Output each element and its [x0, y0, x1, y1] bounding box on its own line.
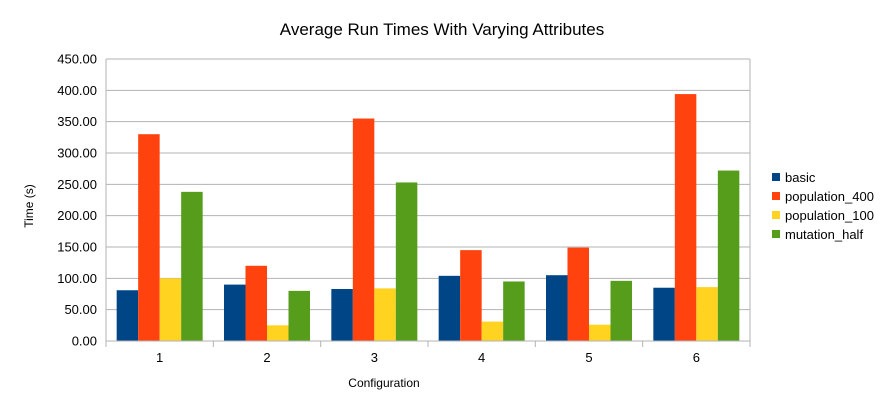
bar-population_400-3 [352, 118, 375, 342]
bar-basic-2 [224, 284, 246, 341]
legend-label-population_100: population_100 [785, 208, 874, 223]
x-tick-label: 4 [478, 350, 485, 365]
bar-mutation_half-5 [610, 280, 632, 341]
y-tick-label: 200.00 [57, 208, 97, 223]
y-tick-label: 400.00 [57, 83, 97, 98]
y-tick-label: 300.00 [57, 146, 97, 161]
bar-population_100-1 [159, 278, 182, 341]
y-tick-label: 350.00 [57, 114, 97, 129]
bar-population_100-4 [481, 321, 504, 341]
bar-population_100-5 [589, 324, 611, 341]
gridlines [106, 58, 750, 342]
bar-basic-5 [546, 275, 568, 341]
bar-population_100-2 [267, 325, 289, 341]
y-tick-label: 150.00 [57, 240, 97, 255]
x-tick-labels: 1 2 3 4 5 6 [156, 350, 700, 365]
y-tick-labels: 0.00 50.00 100.00 150.00 200.00 250.00 300.00 3… [57, 52, 97, 349]
x-tick-label: 6 [693, 350, 700, 365]
legend-label-population_400: population_400 [785, 189, 874, 204]
bar-population_100-3 [374, 288, 396, 341]
bar-mutation_half-2 [288, 290, 310, 341]
bar-basic-1 [116, 290, 139, 341]
bar-basic-4 [438, 275, 461, 341]
x-tick-label: 5 [585, 350, 592, 365]
y-tick-label: 50.00 [64, 302, 97, 317]
legend-swatch-population_100 [772, 211, 780, 219]
bar-population_400-6 [674, 94, 697, 342]
legend-swatch-population_400 [772, 192, 780, 200]
bar-basic-3 [331, 288, 353, 341]
legend-swatch-basic [772, 173, 780, 181]
y-axis-label: Time (s) [22, 184, 36, 228]
y-tick-label: 0.00 [72, 334, 97, 349]
axes [105, 59, 751, 347]
bar-mutation_half-6 [717, 170, 740, 341]
chart-title: Average Run Times With Varying Attribute… [280, 20, 604, 39]
x-axis-label: Configuration [348, 376, 419, 390]
bar-population_100-6 [696, 287, 718, 341]
bar-mutation_half-3 [395, 182, 418, 341]
legend-label-mutation_half: mutation_half [785, 227, 863, 242]
y-tick-label: 100.00 [57, 271, 97, 286]
bars [116, 94, 740, 342]
legend: basic population_400 population_100mutatio… [772, 170, 874, 242]
bar-population_400-5 [567, 247, 589, 341]
bar-mutation_half-1 [181, 191, 203, 341]
legend-swatch-mutation_half [772, 230, 780, 238]
bar-mutation_half-4 [503, 281, 525, 341]
bar-basic-6 [653, 287, 675, 341]
bar-population_400-1 [138, 134, 160, 341]
x-tick-label: 2 [263, 350, 270, 365]
x-tick-label: 1 [156, 350, 163, 365]
legend-label-basic: basic [785, 170, 816, 185]
bar-population_400-4 [460, 250, 482, 341]
x-tick-label: 3 [371, 350, 378, 365]
bar-population_400-2 [245, 265, 267, 341]
y-tick-label: 250.00 [57, 177, 97, 192]
y-tick-label: 450.00 [57, 52, 97, 67]
